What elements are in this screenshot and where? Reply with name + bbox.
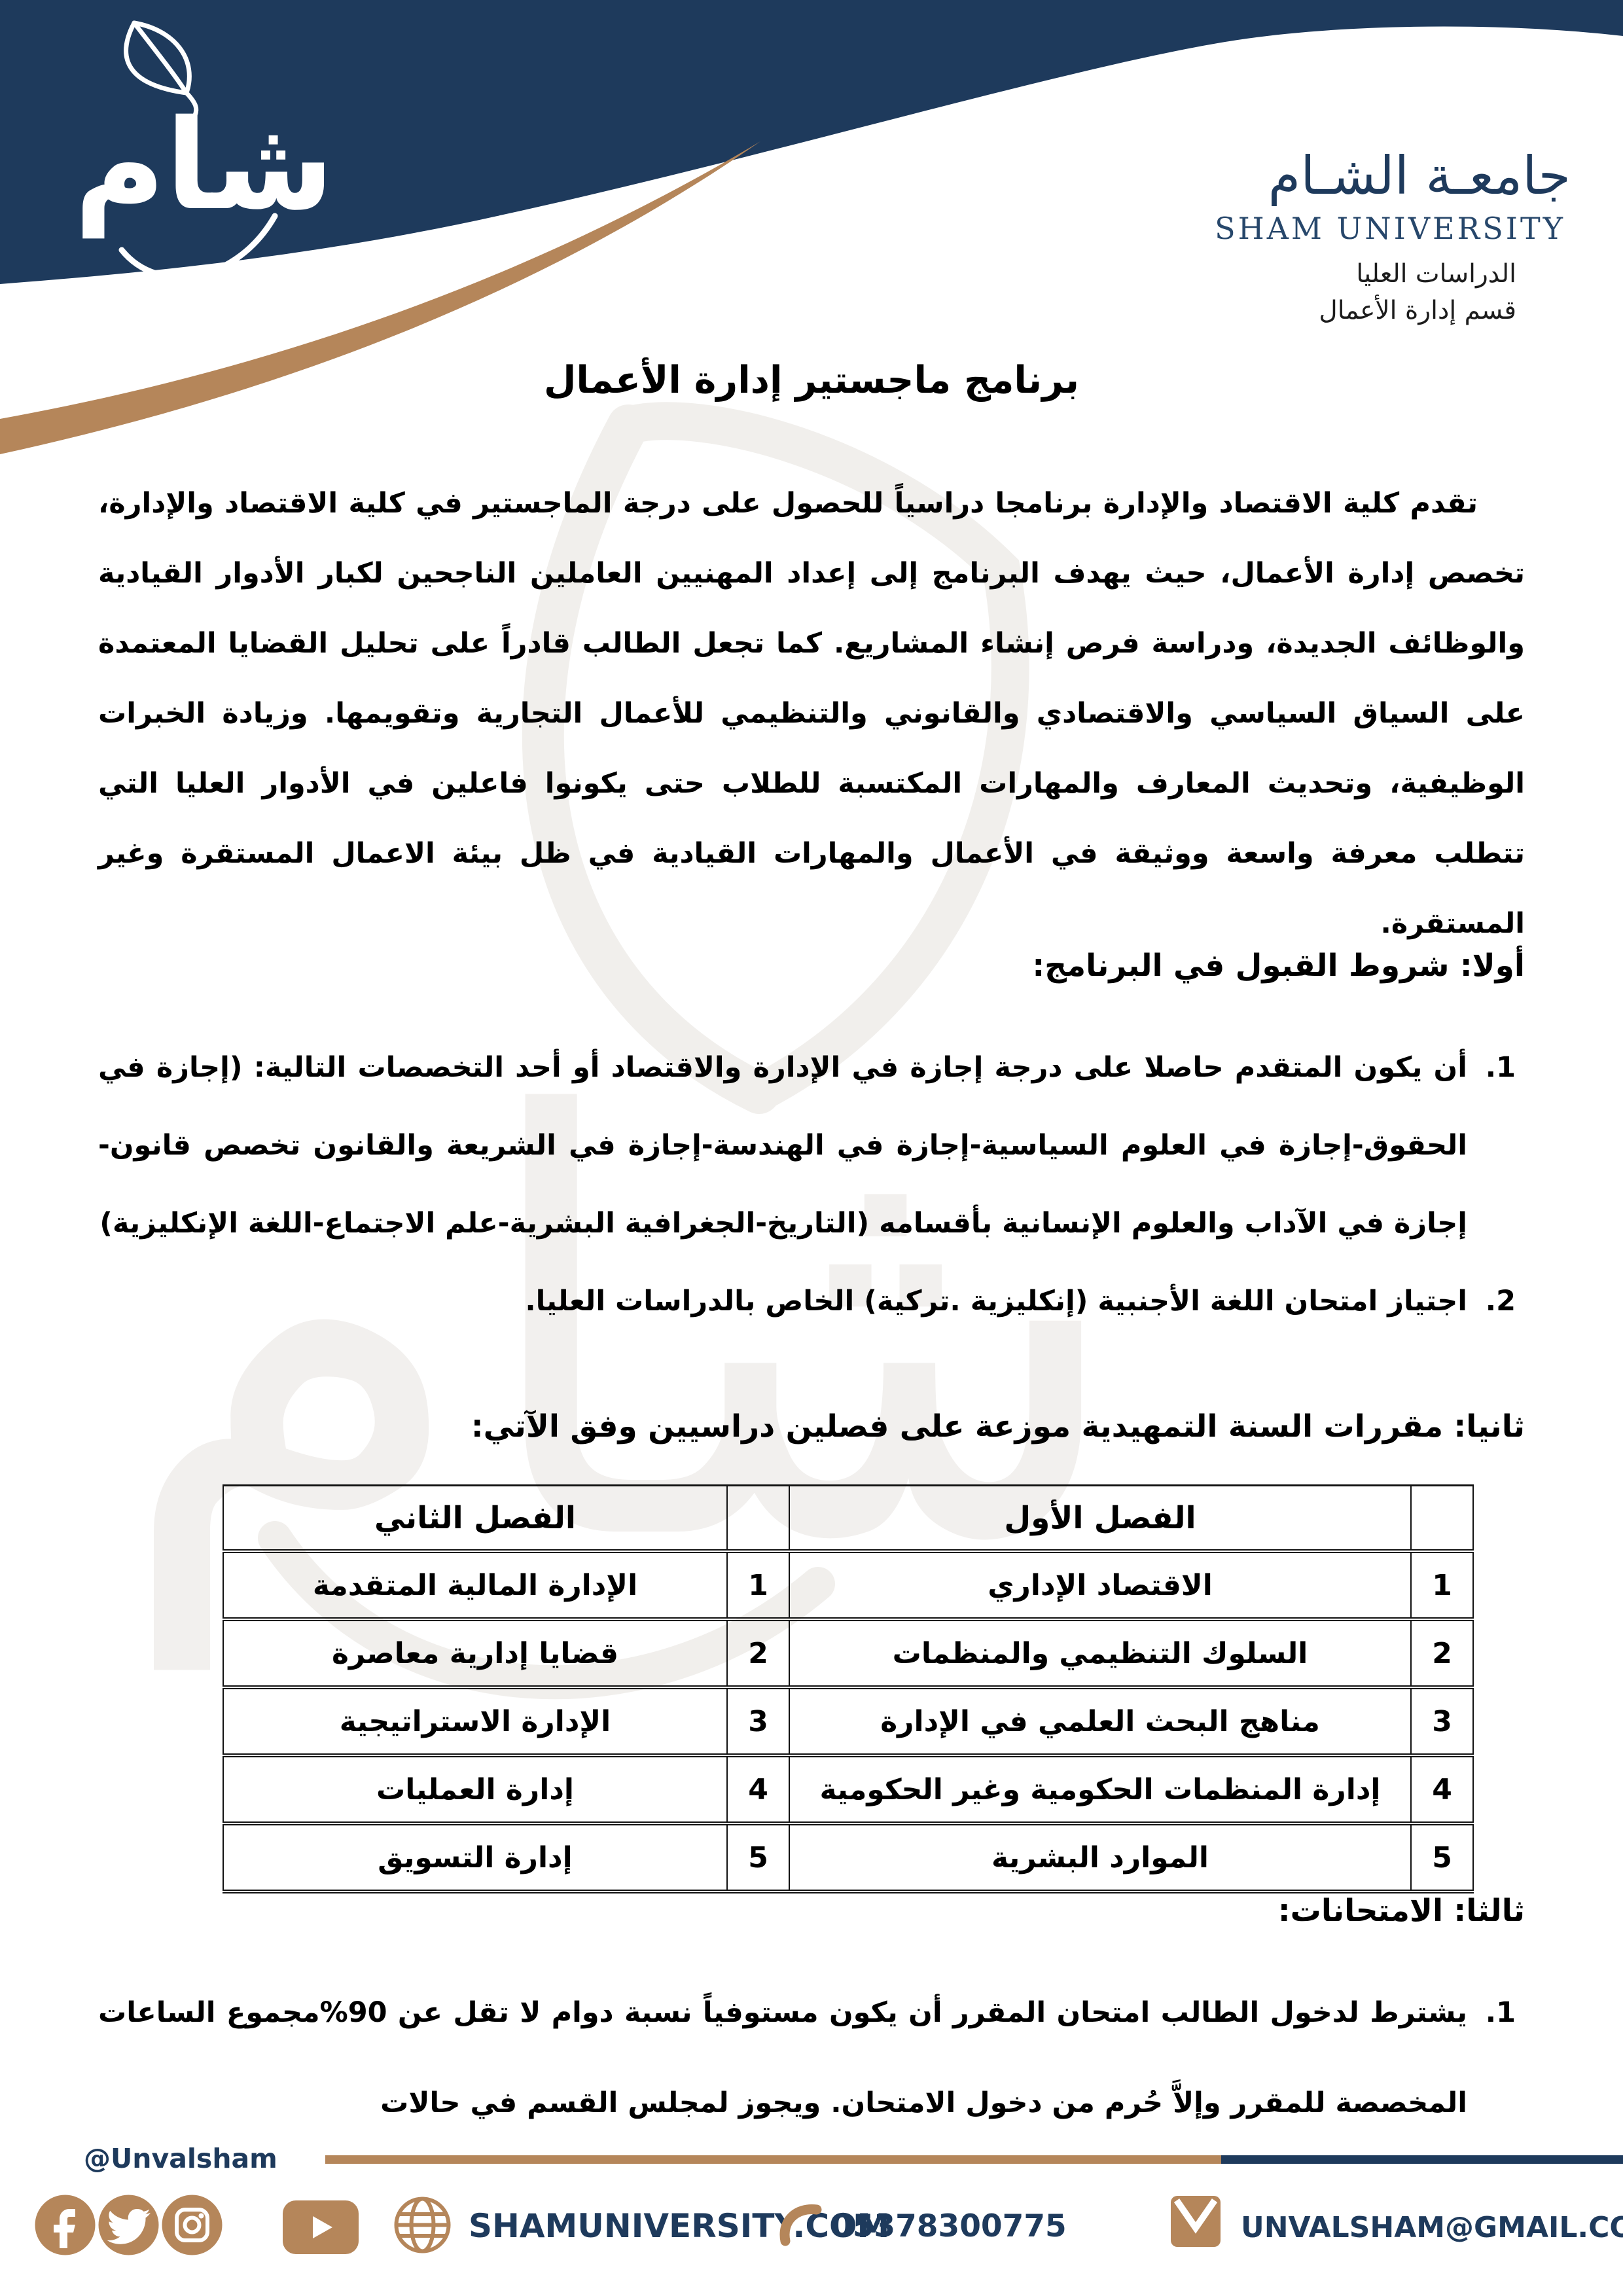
website-url: SHAMUNIVERSITY.COM (469, 2207, 890, 2245)
phone-icon (779, 2204, 822, 2246)
table-header-second-semester: الفصل الثاني (223, 1485, 728, 1551)
footer-rule-tan (325, 2155, 1221, 2164)
university-name-english: SHAM UNIVERSITY (1215, 211, 1565, 246)
sham-logo: شام (74, 20, 334, 280)
list-item-text: اجتياز امتحان اللغة الأجنبية (إنكليزية .… (525, 1285, 1467, 1318)
table-cell-course: قضايا إدارية معاصرة (223, 1619, 728, 1687)
dept-graduate-studies: الدراسات العليا (1356, 259, 1516, 289)
table-cell-course: الإدارة الاستراتيجية (223, 1687, 728, 1755)
table-row: 1 الاقتصاد الإداري 1 الإدارة المالية الم… (223, 1551, 1474, 1619)
list-item-text: أن يكون المتقدم حاصلا على درجة إجازة في … (98, 1051, 1467, 1240)
table-header-first-semester: الفصل الأول (789, 1485, 1412, 1551)
table-cell-course: السلوك التنظيمي والمنظمات (789, 1619, 1412, 1687)
social-handle: @Unvalsham (84, 2143, 277, 2174)
logo-wordmark: شام (74, 93, 334, 238)
section2-heading: ثانيا: مقررات السنة التمهيدية موزعة على … (471, 1408, 1525, 1444)
table-cell-num: 2 (1410, 1619, 1474, 1687)
exams-list: 1. يشترط لدخول الطالب امتحان المقرر أن ي… (98, 1967, 1525, 2148)
list-item-number: 2. (1485, 1285, 1516, 1318)
table-row: 2 السلوك التنظيمي والمنظمات 2 قضايا إدار… (223, 1619, 1474, 1687)
table-header-num (726, 1485, 790, 1551)
footer-rule-navy (1221, 2155, 1623, 2164)
table-header-row: الفصل الأول الفصل الثاني (223, 1485, 1474, 1551)
table-cell-course: مناهج البحث العلمي في الإدارة (789, 1687, 1412, 1755)
table-cell-course: إدارة المنظمات الحكومية وغير الحكومية (789, 1755, 1412, 1823)
table-cell-course: إدارة التسويق (223, 1823, 728, 1892)
table-cell-course: إدارة العمليات (223, 1755, 728, 1823)
intro-paragraph: تقدم كلية الاقتصاد والإدارة برنامجا دراس… (98, 487, 1525, 940)
table-cell-num: 1 (726, 1551, 790, 1619)
section1-heading: أولا: شروط القبول في البرنامج: (1032, 948, 1525, 984)
table-cell-num: 3 (1410, 1687, 1474, 1755)
table-cell-num: 3 (726, 1687, 790, 1755)
admission-list: 1. أن يكون المتقدم حاصلا على درجة إجازة … (98, 1029, 1525, 1340)
list-item: 1. أن يكون المتقدم حاصلا على درجة إجازة … (98, 1029, 1525, 1263)
instagram-icon (162, 2195, 223, 2255)
courses-table: الفصل الأول الفصل الثاني 1 الاقتصاد الإد… (223, 1484, 1474, 1893)
header-banner: شام (0, 0, 1623, 454)
university-name-arabic: جامعـة الشـام (1268, 145, 1571, 206)
table-cell-num: 5 (726, 1823, 790, 1892)
table-cell-course: الاقتصاد الإداري (789, 1551, 1412, 1619)
table-cell-course: الإدارة المالية المتقدمة (223, 1551, 728, 1619)
globe-icon (394, 2197, 451, 2253)
list-item-number: 1. (1485, 1051, 1516, 1084)
youtube-icon (283, 2200, 359, 2254)
header-tan-stripe (0, 141, 760, 454)
list-item: 2. اجتياز امتحان اللغة الأجنبية (إنكليزي… (98, 1263, 1525, 1340)
list-item: 1. يشترط لدخول الطالب امتحان المقرر أن ي… (98, 1967, 1525, 2148)
list-item-text: يشترط لدخول الطالب امتحان المقرر أن يكون… (98, 1996, 1467, 2119)
page-title: برنامج ماجستير إدارة الأعمال (543, 359, 1080, 402)
table-cell-num: 5 (1410, 1823, 1474, 1892)
header-navy-swoosh (0, 0, 1623, 284)
table-cell-num: 2 (726, 1619, 790, 1687)
courses-table-wrap: الفصل الأول الفصل الثاني 1 الاقتصاد الإد… (223, 1484, 1474, 1893)
phone-number: 05378300775 (831, 2208, 1067, 2244)
table-header-num (1410, 1485, 1474, 1551)
list-item-number: 1. (1485, 1996, 1516, 2029)
facebook-icon (35, 2195, 96, 2255)
table-cell-course: الموارد البشرية (789, 1823, 1412, 1892)
table-row: 3 مناهج البحث العلمي في الإدارة 3 الإدار… (223, 1687, 1474, 1755)
dept-business-administration: قسم إدارة الأعمال (1319, 296, 1516, 325)
table-row: 4 إدارة المنظمات الحكومية وغير الحكومية … (223, 1755, 1474, 1823)
email-address: UNVALSHAM@GMAIL.COM (1241, 2211, 1623, 2244)
table-cell-num: 1 (1410, 1551, 1474, 1619)
table-row: 5 الموارد البشرية 5 إدارة التسويق (223, 1823, 1474, 1892)
mail-icon (1171, 2196, 1221, 2247)
table-cell-num: 4 (726, 1755, 790, 1823)
section3-heading: ثالثا: الامتحانات: (1277, 1893, 1525, 1929)
table-cell-num: 4 (1410, 1755, 1474, 1823)
twitter-icon (98, 2195, 159, 2255)
